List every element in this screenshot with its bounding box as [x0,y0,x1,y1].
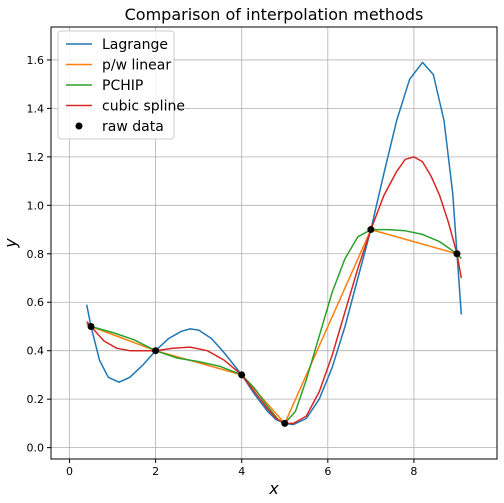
x-axis-label: x [268,479,279,498]
y-tick-label: 1.4 [27,102,45,115]
x-tick-label: 8 [410,465,417,478]
legend-label: Lagrange [102,37,168,53]
y-axis-label: y [1,238,20,249]
y-tick-label: 0.8 [27,248,45,261]
plot-frame [50,26,498,460]
legend-label: cubic spline [102,99,185,115]
y-tick-label: 1.6 [27,54,45,67]
x-tick-label: 6 [324,465,331,478]
series-line-p-w-linear [90,228,458,425]
y-tick-label: 1.0 [27,199,45,212]
y-axis-ticks: 0.0 0.2 0.4 0.6 0.8 1.0 1.2 1.4 1.6 [27,54,51,455]
series-line-cubic-spline [86,156,463,425]
y-tick-label: 0.6 [27,296,45,309]
x-axis-ticks: 0 2 4 6 8 [66,459,417,478]
raw-data-point [367,226,375,234]
legend-box [57,30,175,140]
chart-title: Comparison of interpolation methods [125,5,424,24]
y-tick-label: 0.2 [27,393,45,406]
raw-data-point [152,347,160,355]
y-tick-label: 0.4 [27,345,45,358]
legend-swatch [75,122,83,130]
legend-label: p/w linear [102,58,171,74]
raw-data-point [87,322,95,330]
raw-data-point [453,250,461,258]
series-layer [85,61,463,426]
x-tick-label: 0 [66,465,73,478]
raw-data-point [281,419,289,427]
legend: Lagrange p/w linear PCHIP cubic spline raw d… [57,30,185,140]
series-line-lagrange [85,61,463,426]
legend-label: raw data [102,119,164,135]
y-tick-label: 0.0 [27,442,45,455]
raw-data-points [87,226,461,427]
series-line-pchip [86,228,462,425]
x-tick-label: 2 [152,465,159,478]
grid-lines [51,27,497,459]
x-tick-label: 4 [238,465,245,478]
y-tick-label: 1.2 [27,151,45,164]
raw-data-point [238,371,246,379]
legend-label: PCHIP [102,78,143,94]
